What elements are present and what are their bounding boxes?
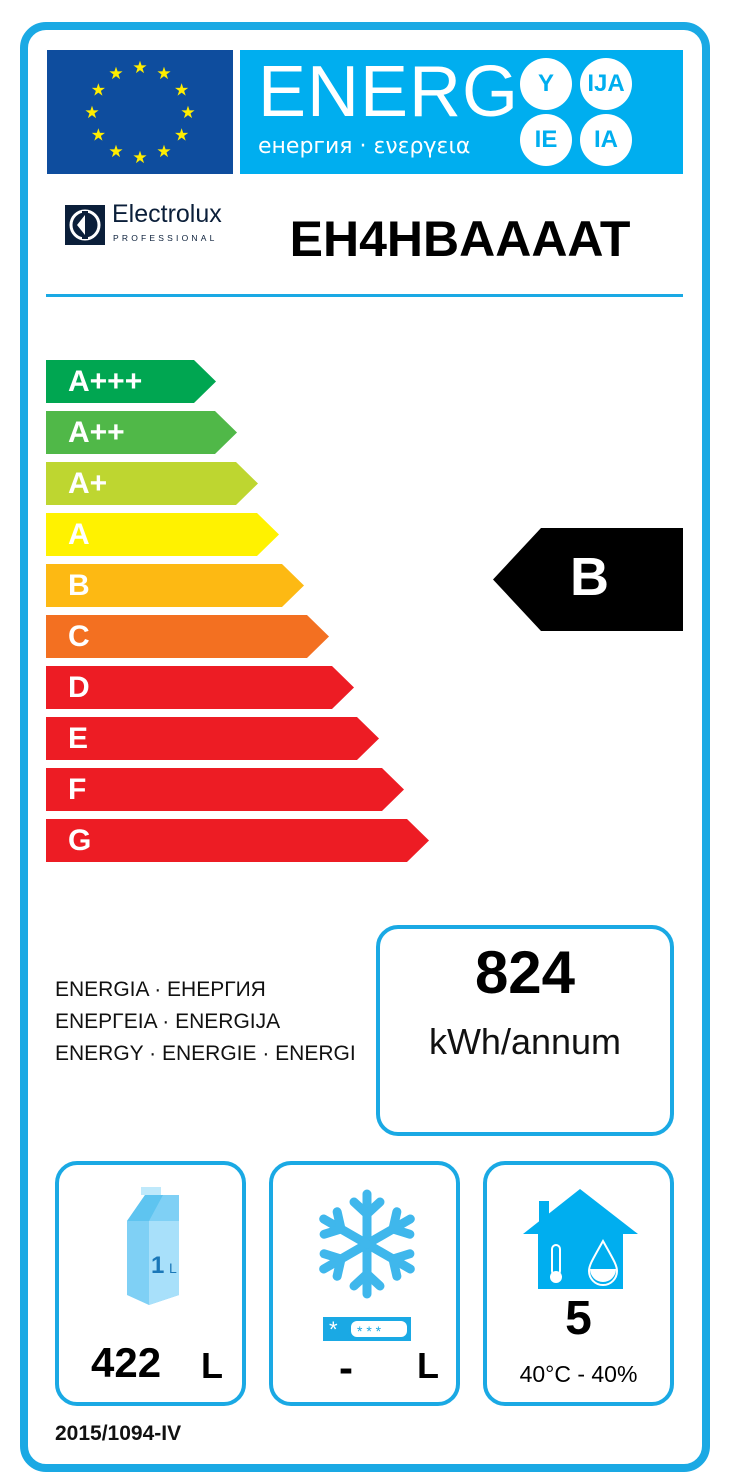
svg-text:*: * bbox=[329, 1317, 338, 1341]
scale-bar-label: G bbox=[68, 824, 92, 857]
carton-unit: L bbox=[169, 1260, 177, 1276]
scale-bar: E bbox=[46, 717, 379, 760]
eu-flag-icon: ★ ★ ★ ★ ★ ★ ★ ★ ★ ★ ★ ★ bbox=[47, 50, 233, 174]
energy-label-line: ENERGY · ENERGIE · ENERGI bbox=[55, 1042, 356, 1065]
suffix-y: Y bbox=[520, 58, 572, 110]
eu-star-icon: ★ bbox=[156, 142, 171, 161]
scale-bar: F bbox=[46, 768, 404, 811]
scale-bar: A+ bbox=[46, 462, 258, 505]
energy-label-line: ENERGIA · ЕНЕРГИЯ bbox=[55, 978, 266, 1001]
eu-star-icon: ★ bbox=[132, 148, 147, 167]
svg-text:* * *: * * * bbox=[357, 1323, 382, 1339]
chill-volume-box: 1 L 422 L bbox=[55, 1161, 246, 1406]
scale-bar: G bbox=[46, 819, 429, 862]
freezer-volume-unit: L bbox=[417, 1345, 439, 1386]
eu-star-icon: ★ bbox=[180, 103, 195, 122]
scale-bar-label: A+ bbox=[68, 467, 108, 500]
scale-bar-label: F bbox=[68, 773, 87, 806]
eu-star-icon: ★ bbox=[132, 58, 147, 77]
electrolux-logo-icon bbox=[65, 205, 105, 245]
eu-star-icon: ★ bbox=[108, 64, 123, 83]
model-number: EH4HBAAAAT bbox=[289, 211, 631, 267]
scale-bar-label: D bbox=[68, 671, 90, 704]
energy-label-line: ΕΝΕΡΓΕΙΑ · ENERGIJA bbox=[55, 1010, 281, 1033]
snowflake-icon bbox=[317, 1189, 417, 1299]
rating-letter: B bbox=[570, 547, 609, 607]
label-frame bbox=[20, 22, 710, 1472]
freezer-volume-box: * * * * - L bbox=[269, 1161, 460, 1406]
brand-name: Electrolux bbox=[112, 200, 222, 228]
climate-class-value: 5 bbox=[565, 1292, 592, 1345]
chill-volume-unit: L bbox=[201, 1345, 223, 1386]
eu-star-icon: ★ bbox=[156, 64, 171, 83]
climate-class-box: 5 40°C - 40% bbox=[483, 1161, 674, 1406]
milk-carton-icon: 1 L bbox=[127, 1187, 179, 1305]
eu-star-icon: ★ bbox=[91, 126, 106, 145]
eu-star-icon: ★ bbox=[84, 103, 99, 122]
scale-bar: D bbox=[46, 666, 354, 709]
eu-star-icon: ★ bbox=[91, 81, 106, 100]
regulation-reference: 2015/1094-IV bbox=[55, 1422, 182, 1445]
eu-star-icon: ★ bbox=[108, 142, 123, 161]
rating-arrow bbox=[493, 528, 683, 631]
scale-bar-label: B bbox=[68, 569, 90, 602]
energy-unit: kWh/annum bbox=[428, 1021, 622, 1062]
scale-bar: A++ bbox=[46, 411, 237, 454]
energy-word: ENERG bbox=[258, 52, 520, 132]
brand-subtitle: PROFESSIONAL bbox=[113, 233, 218, 243]
scale-bar-label: E bbox=[68, 722, 89, 755]
scale-bar-label: A bbox=[68, 518, 90, 551]
eu-star-icon: ★ bbox=[174, 126, 189, 145]
scale-bar-label: A++ bbox=[68, 416, 125, 449]
divider bbox=[46, 294, 683, 297]
suffix-ia: IA bbox=[580, 114, 632, 166]
climate-conditions: 40°C - 40% bbox=[519, 1361, 638, 1387]
scale-bar: A bbox=[46, 513, 279, 556]
scale-bar-label: C bbox=[68, 620, 90, 653]
energy-banner: ENERG енергия · ενεργεια Y IJA IE IA bbox=[240, 50, 683, 174]
scale-bar: A+++ bbox=[46, 360, 216, 403]
suffix-ija: IJA bbox=[580, 58, 632, 110]
scale-bar: C bbox=[46, 615, 329, 658]
eu-star-icon: ★ bbox=[174, 81, 189, 100]
star-rating-icon: * * * * bbox=[323, 1317, 411, 1341]
chill-volume-value: 422 bbox=[91, 1339, 162, 1386]
freezer-volume-value: - bbox=[339, 1344, 353, 1391]
energy-consumption-box bbox=[376, 925, 674, 1136]
scale-bar: B bbox=[46, 564, 304, 607]
energy-subtitle: енергия · ενεργεια bbox=[258, 134, 471, 159]
house-climate-icon bbox=[523, 1189, 638, 1289]
scale-bar-label: A+++ bbox=[68, 365, 143, 398]
suffix-ie: IE bbox=[520, 114, 572, 166]
carton-number: 1 bbox=[151, 1252, 164, 1279]
energy-value: 824 bbox=[474, 939, 576, 1006]
